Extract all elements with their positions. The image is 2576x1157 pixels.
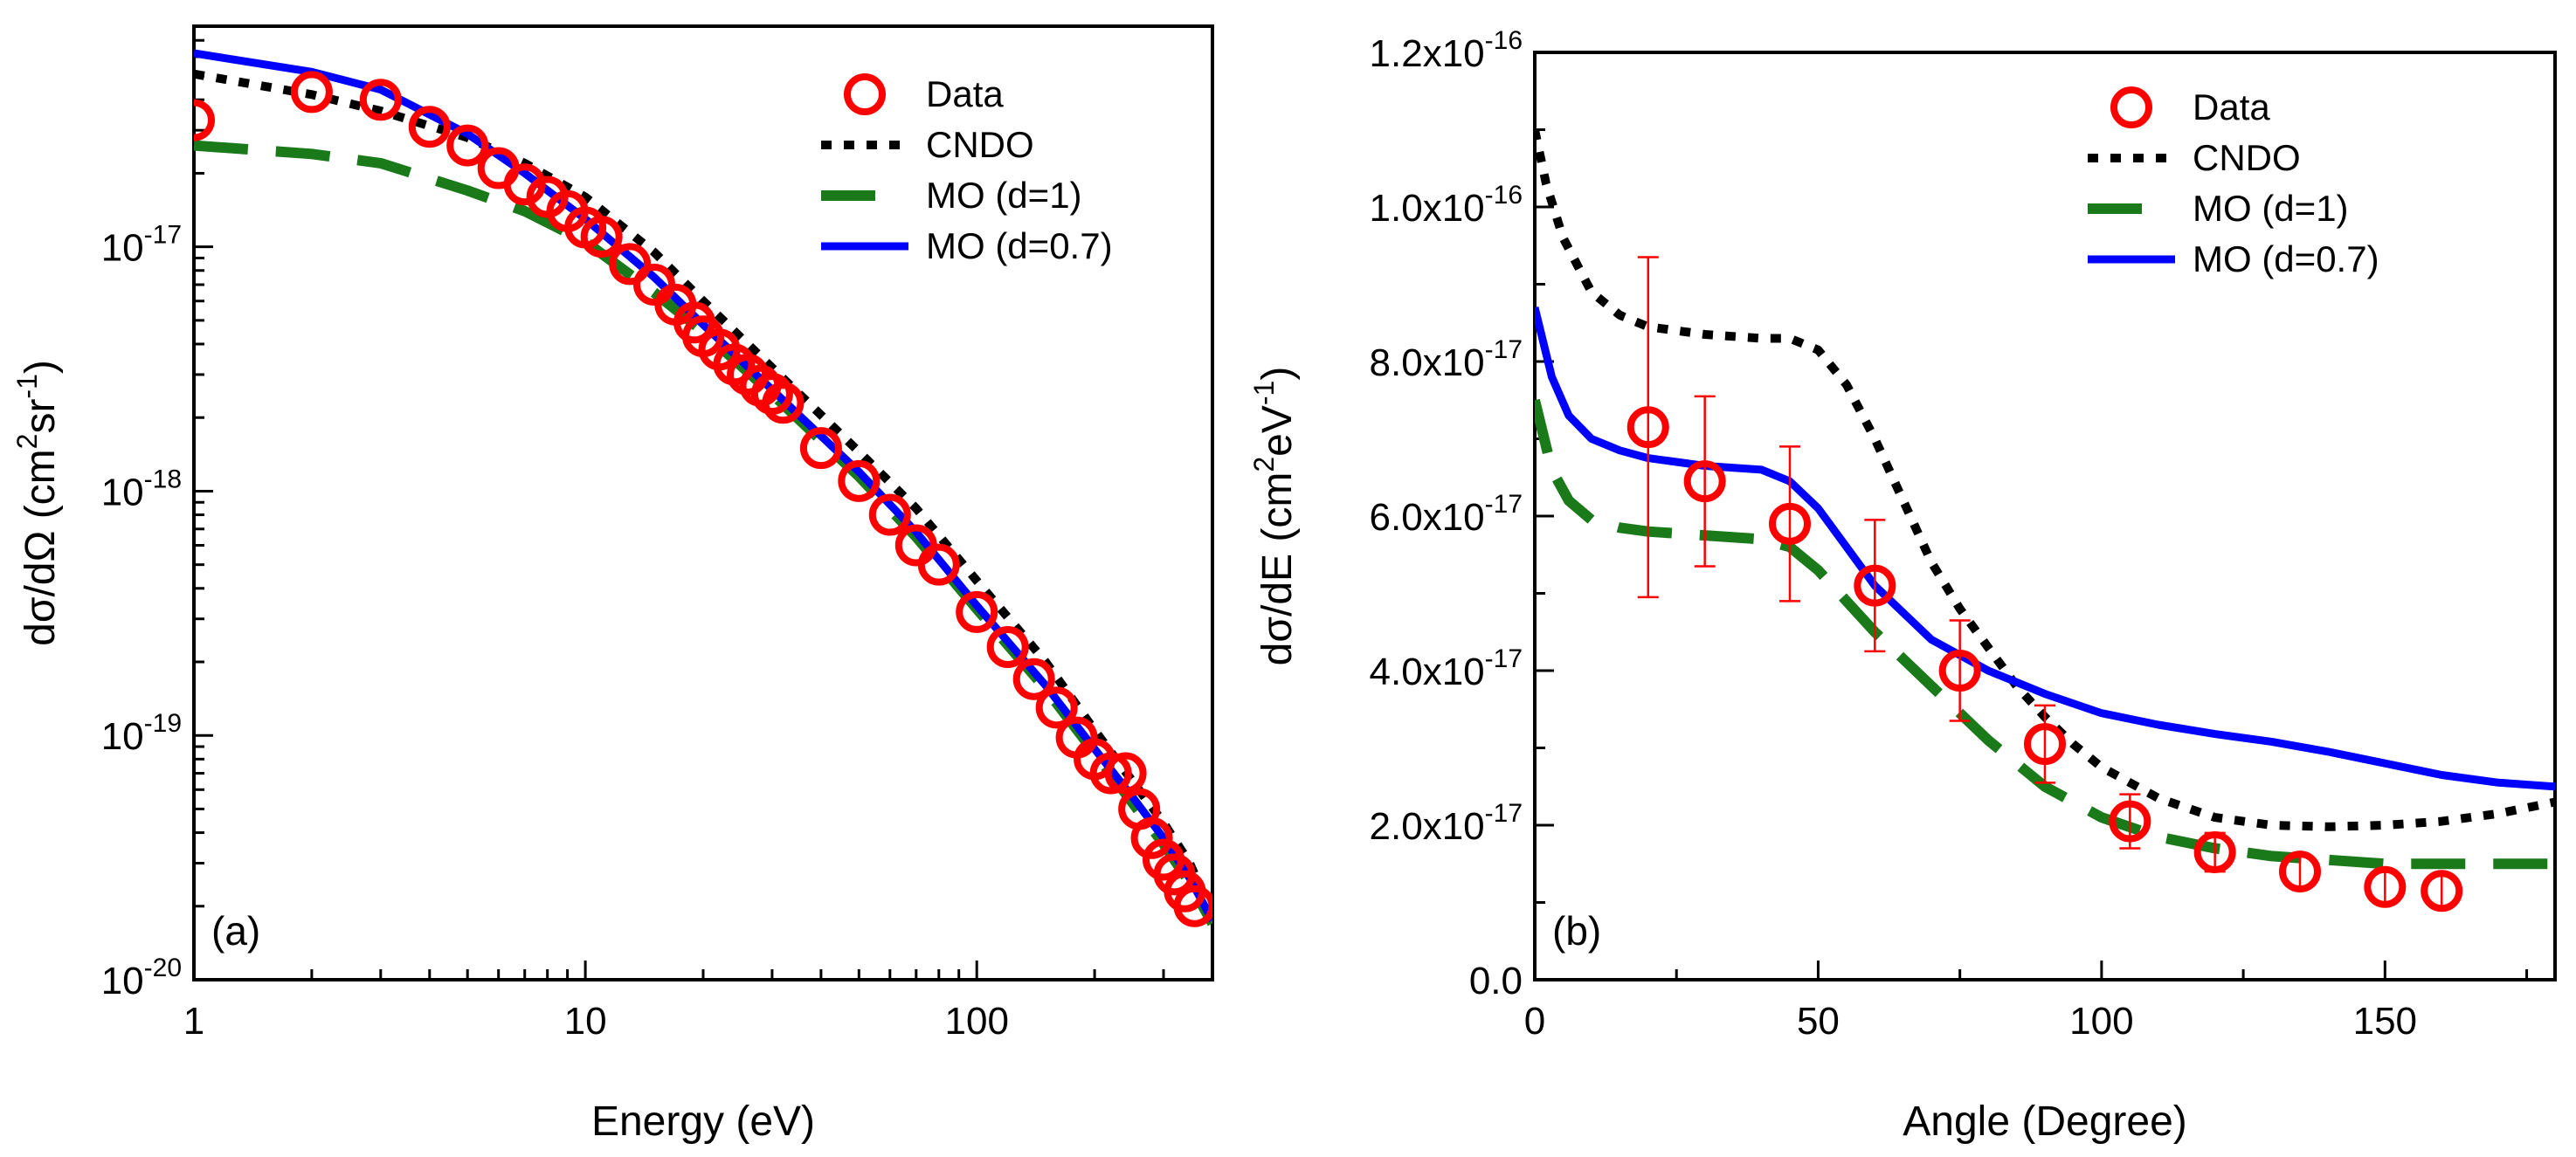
data-point: [799, 427, 842, 470]
data-point: [838, 459, 881, 502]
data-point: [503, 163, 546, 206]
legend-label: Data: [2193, 86, 2270, 127]
x-tick-label: 10: [564, 1000, 607, 1043]
panel-label: (a): [211, 908, 260, 954]
chart-panel-b: 0 50 100 150 0.0 2.0x10-17 4.0x10-17 6.0x10-17 8…: [1248, 26, 2557, 1145]
data-point: [1089, 752, 1132, 795]
x-tick-label: 1: [183, 1000, 204, 1043]
data-point: [917, 543, 960, 586]
legend-label: CNDO: [2193, 137, 2301, 178]
panel-label: (b): [1552, 908, 1601, 954]
x-tick-label: 0: [1524, 1000, 1545, 1043]
data-point: [290, 71, 333, 114]
y-tick-label: 6.0x10-17: [1370, 490, 1523, 539]
series-line-mo-d-1-: [1535, 398, 2555, 870]
chart-panel-a: 1 10 100 10-20 10-19 10-18 10-17 Energy (eV) dσ/…: [11, 24, 1214, 1145]
data-point: [359, 79, 402, 121]
data-point: [2279, 851, 2321, 893]
y-tick-label: 4.0x10-17: [1370, 644, 1523, 693]
y-axis-label: dσ/dE (cm2eV-1): [1248, 367, 1301, 666]
data-point: [1035, 686, 1078, 729]
legend-label: MO (d=1): [2193, 188, 2349, 229]
legend-label: Data: [926, 73, 1004, 114]
legend: Data CNDO MO (d=1) MO (d=0.7): [821, 73, 1113, 266]
data-point: [1769, 502, 1811, 545]
x-tick-label: 100: [945, 1000, 1009, 1043]
legend: Data CNDO MO (d=1) MO (d=0.7): [2088, 86, 2379, 279]
x-axis-label: Angle (Degree): [1903, 1098, 2187, 1145]
data-point: [408, 106, 451, 148]
data-point: [1012, 658, 1055, 700]
series-line-cndo: [194, 69, 1212, 917]
data-point: [2024, 723, 2066, 766]
data-point: [868, 493, 911, 536]
plot-area: [1535, 128, 2555, 913]
x-tick-label: 100: [2069, 1000, 2133, 1043]
y-tick-label: 10-20: [101, 954, 182, 1002]
data-point: [446, 124, 489, 167]
y-tick-label: 10-17: [101, 221, 182, 270]
legend-marker: [2110, 86, 2152, 128]
series-line-cndo: [1535, 128, 2555, 831]
x-tick-label: 150: [2353, 1000, 2417, 1043]
y-tick-label: 0.0: [1469, 960, 1523, 1002]
data-point: [1854, 564, 1896, 607]
y-tick-label: 1.0x10-16: [1370, 181, 1523, 230]
y-axis-label: dσ/dΩ (cm2sr-1): [11, 360, 64, 646]
y-tick-label: 10-18: [101, 465, 182, 513]
series-line-mo-d-0-7-: [1535, 306, 2555, 791]
legend-label: MO (d=0.7): [926, 225, 1113, 266]
data-point: [2364, 865, 2407, 908]
data-point: [580, 216, 623, 258]
y-tick-label: 2.0x10-17: [1370, 799, 1523, 848]
data-point: [986, 626, 1029, 669]
data-point: [1938, 650, 1981, 692]
x-axis-label: Energy (eV): [591, 1098, 815, 1145]
legend-label: MO (d=0.7): [2193, 238, 2379, 279]
x-tick-label: 50: [1797, 1000, 1840, 1043]
data-point: [1104, 752, 1147, 795]
data-point: [2193, 830, 2236, 873]
data-point: [1130, 816, 1173, 859]
data-point: [2421, 870, 2463, 913]
data-point: [750, 373, 793, 416]
data-point: [194, 99, 215, 141]
plot-frame: [192, 24, 1214, 981]
data-point: [2109, 800, 2151, 843]
data-point: [762, 382, 805, 424]
y-tick-label: 8.0x10-17: [1370, 335, 1523, 384]
data-point: [1626, 406, 1669, 449]
data-point: [609, 243, 652, 286]
legend-label: CNDO: [926, 124, 1034, 165]
plot-area: [194, 49, 1212, 927]
data-point: [1683, 460, 1726, 503]
legend-marker: [844, 73, 886, 115]
y-tick-label: 1.2x10-16: [1370, 26, 1523, 75]
y-tick-label: 10-19: [101, 709, 182, 758]
plot-frame: [1533, 51, 2557, 981]
data-point: [1173, 885, 1212, 927]
data-point: [956, 590, 998, 633]
legend-label: MO (d=1): [926, 175, 1082, 216]
